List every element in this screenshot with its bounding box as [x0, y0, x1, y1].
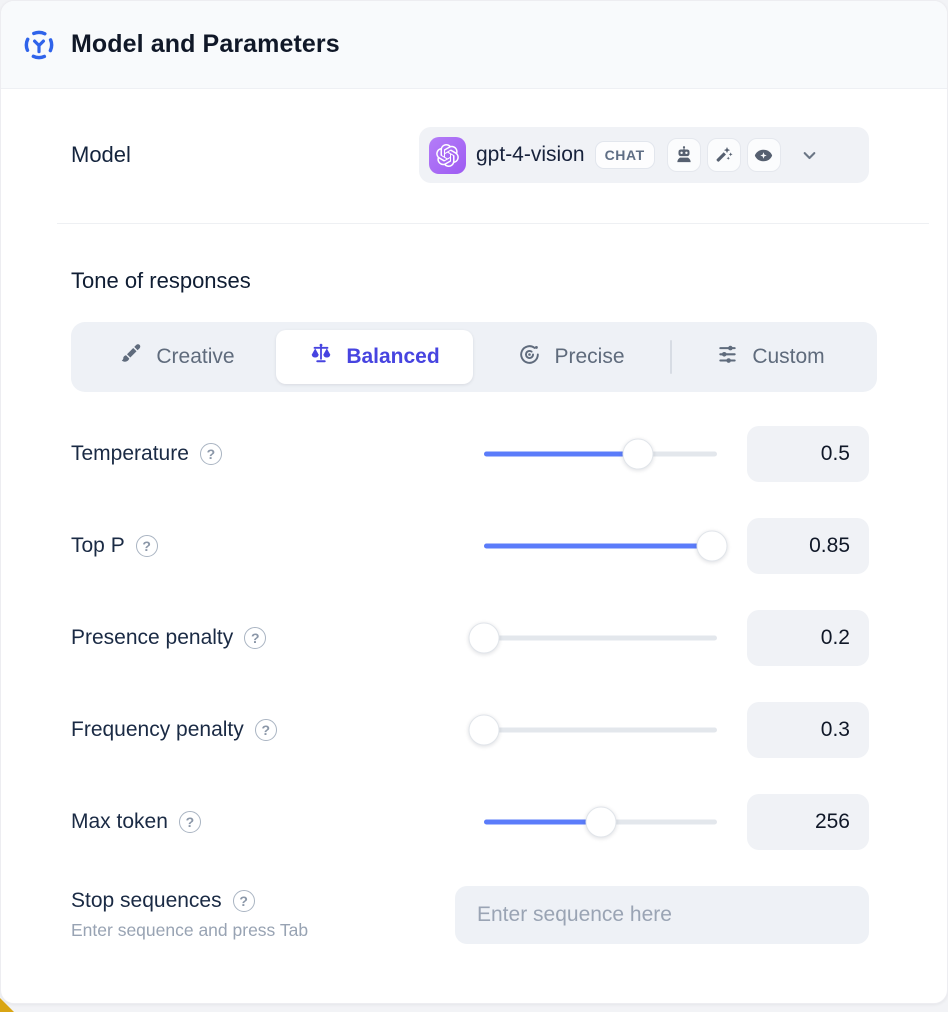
model-hub-icon: [23, 29, 55, 61]
stop-sequence-input[interactable]: [455, 886, 869, 944]
slider-fill: [484, 819, 601, 825]
max-token-slider[interactable]: [484, 805, 717, 839]
vision-eye-icon: [746, 138, 781, 172]
param-row-max-token: Max token 256: [71, 794, 869, 850]
help-icon[interactable]: [135, 535, 158, 557]
openai-logo-icon: [429, 136, 466, 174]
help-icon[interactable]: [244, 627, 267, 649]
top-p-value[interactable]: 0.85: [747, 518, 869, 574]
tone-heading: Tone of responses: [71, 268, 251, 293]
yellow-corner-accent: [0, 998, 14, 1012]
tab-label: Balanced: [346, 345, 440, 368]
presence-penalty-value[interactable]: 0.2: [747, 610, 869, 666]
help-icon[interactable]: [178, 811, 201, 833]
param-label: Frequency penalty: [71, 718, 244, 741]
magic-wand-icon: [706, 138, 741, 172]
help-icon[interactable]: [199, 443, 222, 465]
panel-header: Model and Parameters: [1, 1, 947, 89]
capability-chips: [666, 138, 781, 172]
tab-balanced[interactable]: Balanced: [276, 330, 473, 384]
slider-thumb[interactable]: [468, 714, 500, 746]
model-select-dropdown[interactable]: gpt-4-vision CHAT: [419, 127, 869, 183]
temperature-slider[interactable]: [484, 437, 717, 471]
slider-fill: [484, 451, 638, 457]
stop-sequences-hint: Enter sequence and press Tab: [71, 920, 309, 940]
stop-sequences-label: Stop sequences: [71, 889, 222, 912]
tab-divider: [670, 340, 672, 374]
tab-label: Custom: [752, 345, 825, 368]
selected-model-name: gpt-4-vision: [476, 143, 585, 166]
frequency-penalty-slider[interactable]: [468, 713, 717, 747]
page-title: Model and Parameters: [71, 30, 340, 58]
slider-track[interactable]: [484, 635, 717, 641]
param-row-presence-penalty: Presence penalty 0.2: [71, 610, 869, 666]
slider-thumb[interactable]: [622, 438, 654, 470]
slider-thumb[interactable]: [696, 530, 728, 562]
tab-custom[interactable]: Custom: [672, 330, 869, 384]
scales-icon: [309, 342, 333, 372]
tab-label: Precise: [554, 345, 625, 368]
param-label: Top P: [71, 534, 125, 557]
param-row-top-p: Top P 0.85: [71, 518, 869, 574]
chevron-down-icon[interactable]: [799, 145, 820, 166]
max-token-value[interactable]: 256: [747, 794, 869, 850]
slider-thumb[interactable]: [585, 806, 616, 838]
sliders-icon: [716, 343, 739, 372]
section-divider: [57, 223, 929, 224]
tab-precise[interactable]: Precise: [473, 330, 670, 384]
robot-icon: [666, 138, 701, 172]
param-row-temperature: Temperature 0.5: [71, 426, 869, 482]
param-label: Presence penalty: [71, 626, 234, 649]
model-row: Model gpt-4-vision CHAT: [1, 89, 947, 183]
temperature-value[interactable]: 0.5: [747, 426, 869, 482]
slider-thumb[interactable]: [468, 622, 500, 654]
param-label: Max token: [71, 810, 168, 833]
slider-track[interactable]: [484, 727, 717, 733]
presence-penalty-slider[interactable]: [468, 621, 717, 655]
chat-type-badge: CHAT: [594, 141, 655, 169]
stop-sequences-row: Stop sequences Enter sequence and press …: [1, 886, 947, 944]
brush-icon: [120, 343, 143, 372]
tab-label: Creative: [156, 345, 235, 368]
parameters-section: Temperature 0.5 Top P 0.85: [1, 392, 947, 850]
top-p-slider[interactable]: [484, 529, 728, 563]
param-row-frequency-penalty: Frequency penalty 0.3: [71, 702, 869, 758]
model-label: Model: [71, 142, 131, 167]
param-label: Temperature: [71, 442, 189, 465]
target-icon: [518, 343, 541, 372]
tab-creative[interactable]: Creative: [79, 330, 276, 384]
frequency-penalty-value[interactable]: 0.3: [747, 702, 869, 758]
help-icon[interactable]: [232, 890, 255, 912]
slider-fill: [484, 543, 713, 549]
tone-tab-bar: Creative Balanced: [71, 322, 877, 392]
help-icon[interactable]: [254, 719, 277, 741]
